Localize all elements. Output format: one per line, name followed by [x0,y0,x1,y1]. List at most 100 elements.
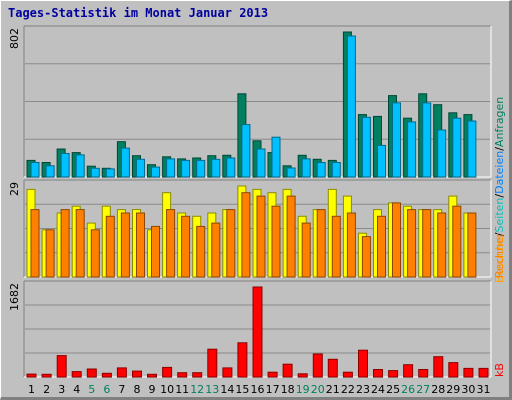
bar-kb-day-1 [26,373,37,378]
bar-kb-day-25 [388,370,399,378]
x-tick-label-day-26: 26 [401,383,415,396]
bar-dateien-day-7 [120,147,130,178]
bar-besuche-day-2 [45,229,55,278]
bar-kb-day-31 [478,367,489,378]
chart-title: Tages-Statistik im Monat Januar 2013 [8,6,269,20]
x-tick-label-day-21: 21 [326,383,340,396]
bar-besuche-day-13 [211,222,221,278]
bar-besuche-day-27 [422,209,432,278]
x-tick-label-day-2: 2 [43,383,50,396]
legend-dateien: Dateien [493,151,506,194]
bar-besuche-day-28 [437,212,447,278]
bar-besuche-day-10 [166,209,176,278]
legend-rechner: Rechner [493,232,506,278]
x-tick-label-day-31: 31 [477,383,491,396]
bar-dateien-day-23 [361,116,371,178]
bar-besuche-day-8 [136,212,145,278]
x-tick-label-day-24: 24 [371,383,385,396]
bar-dateien-day-21 [331,162,341,178]
bar-kb-day-5 [86,368,97,378]
bar-kb-day-27 [418,369,429,378]
bar-dateien-day-9 [151,166,160,178]
bar-besuche-day-7 [120,212,130,278]
x-tick-label-day-28: 28 [431,383,445,396]
bar-dateien-day-18 [286,167,296,178]
legend-seiten: Seiten [493,198,506,233]
bar-besuche-day-6 [105,215,115,278]
x-tick-label-day-10: 10 [160,383,174,396]
bar-kb-day-14 [222,367,233,378]
x-tick-label-day-22: 22 [341,383,355,396]
bar-dateien-day-5 [90,167,100,178]
bar-kb-day-16 [252,286,263,378]
bar-kb-day-9 [147,373,157,378]
bar-dateien-day-28 [437,129,447,178]
panel-1-y-max-label: 802 [8,28,21,49]
bar-kb-day-26 [403,364,414,378]
bar-dateien-day-25 [392,102,401,178]
bar-kb-day-8 [132,370,142,378]
x-tick-label-day-5: 5 [88,383,95,396]
x-tick-label-day-8: 8 [134,383,141,396]
bar-besuche-day-14 [226,209,236,278]
legend-anfragen: Anfragen [493,97,506,147]
bar-dateien-day-26 [407,121,417,178]
bar-dateien-day-8 [136,158,145,178]
legend-rechner: Rechner [493,232,506,278]
bar-besuche-day-18 [286,195,296,278]
x-tick-label-day-6: 6 [103,383,110,396]
x-tick-label-day-25: 25 [386,383,400,396]
bar-kb-day-12 [192,372,203,378]
panel-3-y-max-label: 1682 [8,283,21,311]
x-tick-label-day-12: 12 [190,383,204,396]
x-tick-label-day-16: 16 [251,383,265,396]
bar-kb-day-4 [71,371,82,378]
bar-dateien-day-17 [271,136,281,178]
bar-dateien-day-22 [346,35,356,178]
x-tick-label-day-27: 27 [416,383,430,396]
x-tick-label-day-15: 15 [235,383,249,396]
x-tick-label-day-20: 20 [311,383,325,396]
bar-kb-day-28 [433,356,444,378]
bar-kb-day-29 [448,362,459,378]
bar-besuche-day-24 [377,215,386,278]
bar-dateien-day-20 [316,162,326,178]
legend-kb: kB [493,363,506,377]
x-tick-label-day-23: 23 [356,383,370,396]
bar-dateien-day-14 [226,157,236,178]
bar-kb-day-20 [312,353,323,378]
bar-kb-day-2 [41,373,52,378]
bar-kb-day-30 [463,367,474,378]
bar-kb-day-17 [267,371,278,378]
bar-dateien-day-3 [60,153,70,178]
bar-kb-day-7 [116,367,127,378]
x-tick-label-day-14: 14 [220,383,234,396]
bar-kb-day-15 [237,342,248,378]
bar-besuche-day-30 [467,212,477,278]
bar-besuche-day-21 [331,215,341,278]
bar-besuche-day-3 [60,209,70,278]
bar-kb-day-11 [177,372,188,378]
bar-kb-day-18 [282,363,293,378]
bar-besuche-day-11 [181,215,191,278]
bar-besuche-day-17 [271,205,281,278]
bar-dateien-day-11 [181,159,191,178]
x-tick-label-day-18: 18 [281,383,295,396]
bar-besuche-day-4 [75,209,85,278]
bar-dateien-day-10 [166,158,176,178]
x-tick-label-day-3: 3 [58,383,65,396]
bar-besuche-day-15 [241,192,251,278]
bar-dateien-day-13 [211,158,221,178]
bar-dateien-day-6 [105,168,115,178]
bar-kb-day-21 [327,358,338,378]
bar-dateien-day-19 [301,158,311,178]
legend-besuche: Besuche [493,236,506,283]
bar-dateien-day-15 [241,124,251,178]
legend-kb: kB [493,363,506,377]
bar-kb-day-24 [373,369,383,378]
bar-dateien-day-4 [75,154,85,178]
bar-dateien-day-29 [452,117,462,178]
x-tick-label-day-9: 9 [149,383,156,396]
bar-kb-day-13 [207,348,218,378]
